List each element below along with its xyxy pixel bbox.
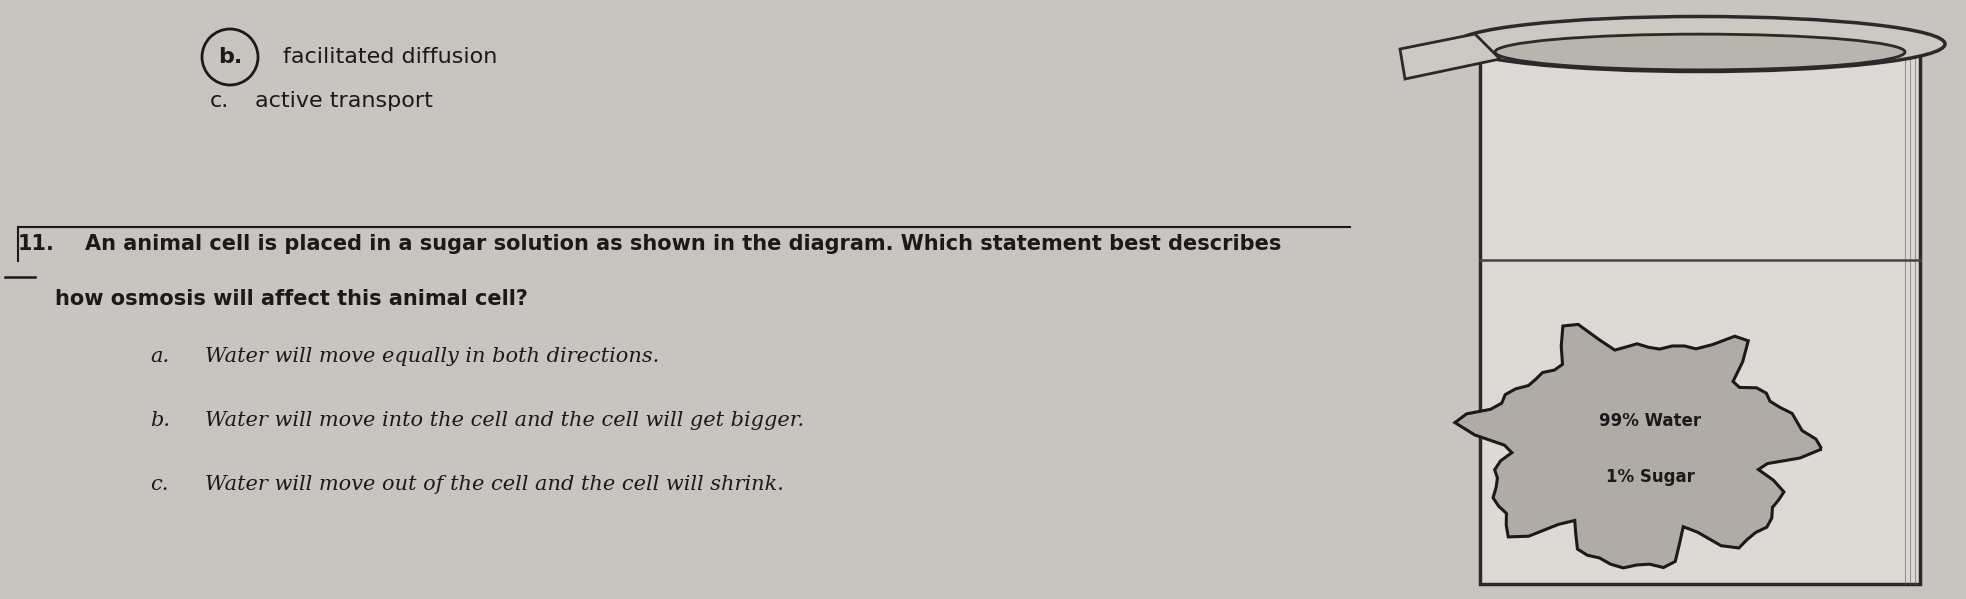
- Ellipse shape: [1494, 34, 1905, 70]
- Text: Water will move equally in both directions.: Water will move equally in both directio…: [204, 347, 659, 367]
- Text: active transport: active transport: [256, 91, 433, 111]
- Text: a.: a.: [149, 347, 169, 367]
- Text: 99% Water: 99% Water: [1598, 412, 1701, 430]
- Text: 1% Sugar: 1% Sugar: [1606, 468, 1695, 486]
- Polygon shape: [1400, 34, 1500, 79]
- Text: b.: b.: [149, 412, 169, 431]
- Text: c.: c.: [210, 91, 230, 111]
- Polygon shape: [1480, 44, 1921, 584]
- Text: c.: c.: [149, 476, 169, 495]
- Text: 11.: 11.: [18, 234, 55, 254]
- Text: Water will move out of the cell and the cell will shrink.: Water will move out of the cell and the …: [204, 476, 784, 495]
- Text: b.: b.: [218, 47, 242, 67]
- Text: how osmosis will affect this animal cell?: how osmosis will affect this animal cell…: [55, 289, 529, 309]
- Text: facilitated diffusion: facilitated diffusion: [283, 47, 497, 67]
- Ellipse shape: [1455, 17, 1944, 71]
- Text: An animal cell is placed in a sugar solution as shown in the diagram. Which stat: An animal cell is placed in a sugar solu…: [85, 234, 1282, 254]
- Text: Water will move into the cell and the cell will get bigger.: Water will move into the cell and the ce…: [204, 412, 804, 431]
- Polygon shape: [1455, 325, 1822, 568]
